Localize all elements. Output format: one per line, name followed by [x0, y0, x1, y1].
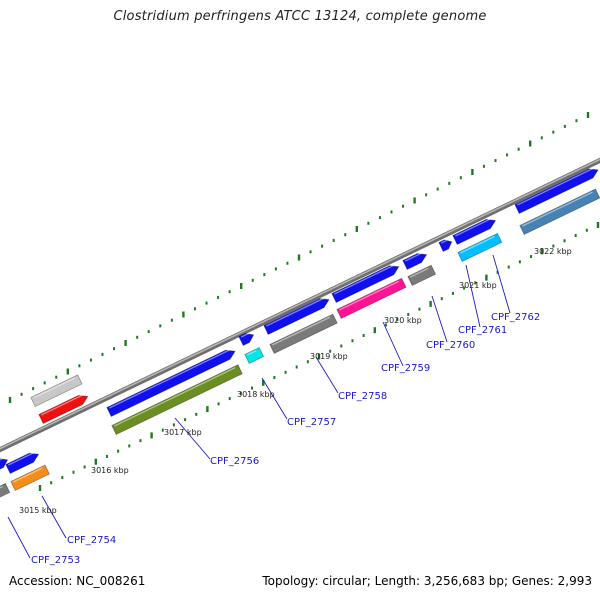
gene-feature-orange	[10, 464, 50, 492]
feature-shine	[409, 267, 429, 278]
feature-shine	[338, 280, 400, 311]
leader-cpf-2757	[261, 377, 288, 420]
feature-shine	[246, 350, 257, 356]
feature-body	[238, 333, 255, 347]
leader-cpf-2760	[431, 295, 448, 343]
feature-body	[38, 394, 89, 425]
feature-body	[331, 265, 400, 304]
feature-body	[407, 264, 437, 287]
feature-body	[263, 298, 330, 336]
feature-body	[336, 277, 407, 320]
gene-feature-cyan	[244, 347, 265, 365]
tick-label-3020: 3020 kbp	[384, 316, 422, 325]
feature-shine	[0, 457, 3, 463]
feature-body	[10, 464, 50, 492]
tick-label-3017: 3017 kbp	[164, 428, 202, 437]
gene-cds-forward	[238, 332, 255, 347]
feature-body	[457, 232, 503, 263]
feature-shine	[240, 332, 249, 338]
feature-shine	[113, 367, 236, 427]
genome-backbone	[0, 157, 600, 453]
labels: 3015 kbp 3016 kbp 3017 kbp 3018 kbp 3019…	[19, 247, 572, 566]
feature-shine	[459, 235, 495, 254]
gene-feature-sky	[457, 232, 503, 263]
feature-body	[438, 239, 453, 253]
gene-feature-olive	[111, 364, 243, 436]
tick-label-3018: 3018 kbp	[237, 390, 275, 399]
feature-body	[0, 458, 9, 472]
gene-label-cpf-2761[interactable]: CPF_2761	[458, 325, 507, 336]
feature-shine	[265, 297, 325, 327]
gene-features	[0, 167, 600, 500]
gene-label-cpf-2756[interactable]: CPF_2756	[210, 456, 259, 467]
leader-cpf-2756	[174, 417, 211, 460]
gene-label-cpf-2753[interactable]: CPF_2753	[31, 555, 80, 566]
gene-label-cpf-2760[interactable]: CPF_2760	[426, 340, 475, 351]
feature-body	[30, 374, 83, 408]
gene-label-cpf-2759[interactable]: CPF_2759	[381, 363, 430, 374]
gene-feature-light-gray	[30, 374, 83, 408]
gene-cds-forward	[402, 252, 428, 271]
feature-body	[514, 168, 599, 215]
feature-body	[111, 364, 243, 436]
feature-body	[452, 219, 497, 246]
gene-cds-forward	[5, 452, 40, 475]
gene-cds-forward	[331, 264, 400, 304]
gene-cds-forward	[0, 457, 9, 472]
gene-feature-gray	[407, 264, 437, 287]
feature-body	[402, 253, 428, 271]
leader-cpf-2761	[465, 264, 481, 328]
leader-cpf-2759	[382, 321, 404, 367]
feature-body	[106, 349, 236, 418]
gene-label-cpf-2757[interactable]: CPF_2757	[287, 417, 336, 428]
feature-shine	[521, 191, 593, 227]
gene-cds-forward	[438, 239, 453, 253]
gene-feature-magenta	[336, 277, 407, 320]
feature-shine	[7, 452, 34, 466]
feature-shine	[40, 394, 84, 416]
backbone-highlight	[0, 158, 600, 450]
gene-cds-forward	[106, 349, 236, 418]
gene-feature-gray	[269, 313, 338, 355]
gene-cds-forward	[263, 297, 330, 336]
tick-label-3022: 3022 kbp	[534, 247, 572, 256]
gene-cds-forward	[514, 167, 599, 215]
gene-label-cpf-2762[interactable]: CPF_2762	[491, 312, 540, 323]
feature-body	[0, 482, 11, 500]
leader-cpf-2758	[315, 356, 339, 394]
feature-shine	[454, 218, 491, 237]
feature-shine	[271, 316, 331, 346]
feature-shine	[32, 377, 76, 399]
gene-feature-gray	[0, 482, 11, 500]
feature-body	[244, 347, 265, 365]
backbone-line	[0, 157, 600, 453]
scale-dots	[8, 112, 600, 491]
leader-cpf-2762	[492, 254, 511, 314]
label-leader-lines	[7, 254, 511, 559]
feature-body	[269, 313, 338, 355]
accession-text: Accession: NC_008261	[9, 574, 146, 588]
gene-label-cpf-2758[interactable]: CPF_2758	[338, 391, 387, 402]
feature-shine	[404, 252, 422, 262]
gene-label-cpf-2754[interactable]: CPF_2754	[67, 535, 116, 546]
leader-cpf-2754	[41, 495, 67, 539]
feature-shine	[12, 467, 43, 483]
feature-shine	[108, 349, 231, 409]
tick-label-3019: 3019 kbp	[310, 352, 348, 361]
tick-label-3015: 3015 kbp	[19, 506, 57, 515]
map-title: Clostridium perfringens ATCC 13124, comp…	[113, 9, 487, 24]
feature-body	[5, 452, 40, 475]
genome-summary-text: Topology: circular; Length: 3,256,683 bp…	[262, 574, 592, 588]
tick-label-3021: 3021 kbp	[459, 281, 497, 290]
tick-label-3016: 3016 kbp	[91, 466, 129, 475]
gene-feature-red	[38, 394, 89, 425]
feature-shine	[516, 167, 594, 206]
feature-shine	[0, 485, 3, 491]
leader-cpf-2753	[7, 516, 31, 559]
gene-cds-forward	[452, 218, 497, 246]
feature-shine	[333, 264, 395, 295]
feature-shine	[440, 239, 447, 244]
